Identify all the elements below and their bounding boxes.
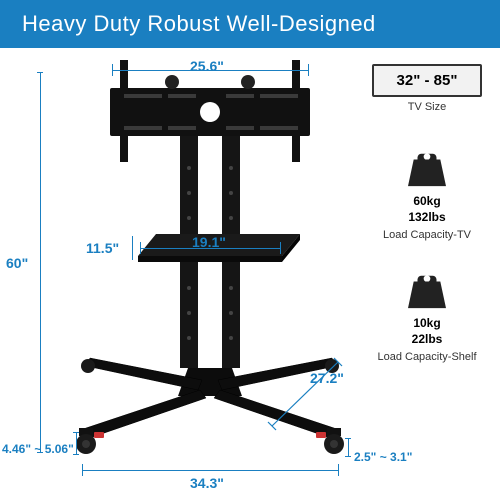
load-tv-caption: Load Capacity-TV	[372, 229, 482, 241]
header-title: Heavy Duty Robust Well-Designed	[22, 11, 376, 37]
dim-line-height	[40, 72, 41, 452]
tv-size-value: 32" - 85"	[372, 64, 482, 97]
dim-caster-right: 2.5" ~ 3.1"	[354, 450, 412, 464]
weight-icon	[403, 150, 451, 188]
load-tv-imperial: 132lbs	[372, 211, 482, 225]
spec-tv-size: 32" - 85" TV Size	[372, 64, 482, 113]
dim-line-base-width	[82, 470, 338, 471]
dim-mount-width: 25.6"	[190, 58, 224, 74]
dim-caster-left: 4.46" ~ 5.06"	[2, 442, 74, 456]
weight-icon	[403, 272, 451, 310]
spec-load-shelf: 10kg 22lbs Load Capacity-Shelf	[372, 272, 482, 363]
dim-total-height: 60"	[6, 255, 28, 271]
dim-shelf-depth: 11.5"	[86, 240, 119, 256]
load-tv-metric: 60kg	[372, 195, 482, 209]
tv-size-caption: TV Size	[372, 101, 482, 113]
spec-load-tv: 60kg 132lbs Load Capacity-TV	[372, 150, 482, 241]
dim-base-width: 34.3"	[190, 475, 224, 491]
load-shelf-imperial: 22lbs	[372, 333, 482, 347]
infographic-root: Heavy Duty Robust Well-Designed	[0, 0, 500, 500]
header-bar: Heavy Duty Robust Well-Designed	[0, 0, 500, 48]
dim-shelf-width: 19.1"	[192, 234, 226, 250]
load-shelf-metric: 10kg	[372, 317, 482, 331]
load-shelf-caption: Load Capacity-Shelf	[372, 351, 482, 363]
